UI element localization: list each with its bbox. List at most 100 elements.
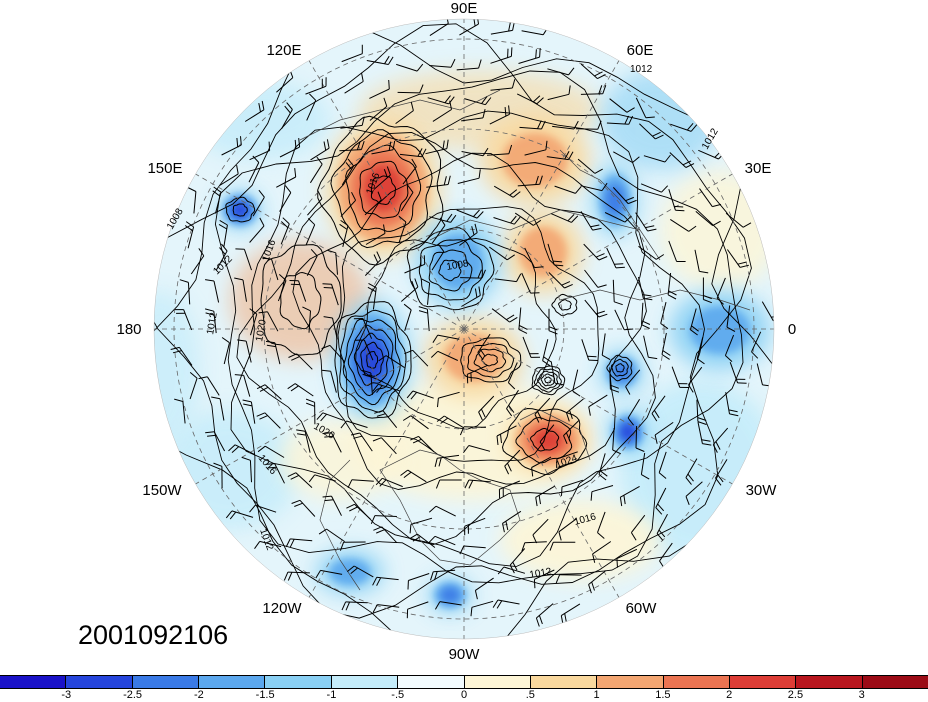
- wind-barb: [584, 269, 607, 288]
- wind-barb: [339, 140, 365, 152]
- wind-barb: [464, 479, 491, 489]
- colorbar-tick-label: 3: [858, 689, 865, 701]
- wind-barb: [606, 247, 625, 269]
- wind-barb: [396, 63, 424, 72]
- wind-barb: [550, 361, 564, 386]
- colorbar-swatch: [596, 676, 663, 688]
- wind-barb: [432, 100, 452, 122]
- wind-barb: [249, 141, 271, 161]
- colorbar-tick-label: -1.5: [255, 689, 275, 701]
- lon-label-150w: 150W: [142, 482, 182, 499]
- wind-barb: [535, 485, 555, 507]
- wind-barb: [493, 215, 521, 225]
- wind-barb: [421, 278, 431, 305]
- colorbar-tick-label: -3: [61, 689, 72, 701]
- wind-barb: [371, 140, 396, 155]
- wind-barb: [372, 437, 397, 455]
- longitude-labels: 90E 120E 60E 150E 30E 180 0 150W 30W 120…: [116, 0, 796, 663]
- wind-barb: [432, 334, 460, 343]
- wind-barb: [490, 79, 516, 91]
- coastline: [429, 209, 641, 241]
- wind-barb: [291, 499, 316, 517]
- wind-barb: [533, 569, 555, 589]
- wind-barb: [702, 277, 712, 304]
- anomaly-center: [329, 558, 371, 586]
- wind-barb: [212, 186, 222, 214]
- isobar: [467, 342, 515, 378]
- colorbar-swatch: [0, 676, 66, 688]
- isobar: [214, 70, 744, 584]
- wind-barb: [302, 306, 311, 333]
- wind-barb: [184, 221, 195, 249]
- wind-barb: [373, 526, 398, 544]
- colorbar-tick-label: -2.5: [123, 689, 143, 701]
- wind-barb: [619, 485, 640, 507]
- wind-barb: [457, 169, 481, 184]
- wind-barb: [219, 165, 239, 186]
- lon-label-30e: 30E: [745, 160, 772, 177]
- coastline: [299, 89, 501, 141]
- wind-barb: [228, 444, 256, 456]
- wind-barb: [751, 331, 762, 359]
- wind-barb: [696, 337, 705, 365]
- wind-barb: [715, 459, 728, 486]
- wind-barb: [398, 215, 407, 243]
- wind-barb: [375, 477, 403, 488]
- wind-barb: [694, 249, 709, 274]
- wind-barb: [213, 462, 223, 489]
- wind-barb: [688, 366, 703, 393]
- meridian-line: [463, 328, 733, 485]
- wind-barb: [695, 211, 721, 227]
- wind-barb: [493, 185, 521, 198]
- wind-barb: [418, 306, 430, 332]
- wind-barb: [279, 138, 301, 158]
- wind-barb: [341, 601, 368, 611]
- coastline: [559, 289, 751, 311]
- wind-barb: [373, 166, 391, 190]
- wind-barb: [437, 391, 460, 408]
- wind-barb: [262, 257, 279, 281]
- wind-barb: [428, 505, 456, 517]
- wind-barb: [254, 540, 282, 549]
- colorbar-tick-label: -2: [193, 689, 204, 701]
- wind-barb: [497, 566, 526, 575]
- wind-barb: [395, 101, 414, 125]
- wind-barb: [204, 308, 217, 334]
- wind-barb: [492, 599, 520, 609]
- wind-barb: [478, 395, 495, 421]
- wind-barb: [729, 362, 747, 384]
- anomaly-center: [232, 203, 248, 217]
- wind-barb: [522, 336, 541, 358]
- wind-barb: [249, 504, 277, 513]
- wind-barb: [436, 415, 464, 428]
- wind-barb: [712, 427, 729, 453]
- wind-barb: [514, 212, 542, 226]
- wind-barb: [504, 449, 521, 475]
- wind-barb: [456, 59, 482, 71]
- wind-barb: [346, 565, 374, 578]
- wind-barb: [614, 309, 634, 331]
- isobar: [154, 27, 774, 639]
- wind-barb: [305, 77, 327, 95]
- wind-barb: [643, 154, 671, 163]
- colorbar-tick-label: .5: [525, 689, 535, 701]
- wind-barb: [347, 479, 374, 489]
- wind-barb: [518, 48, 541, 64]
- wind-barb: [174, 398, 186, 424]
- wind-barb: [362, 369, 373, 395]
- wind-barb: [244, 100, 265, 122]
- wind-barb: [462, 445, 491, 454]
- wind-barb: [350, 432, 373, 452]
- wind-barb: [235, 248, 252, 271]
- wind-barb: [205, 279, 220, 303]
- wind-barb: [461, 286, 481, 307]
- wind-barb: [558, 518, 577, 541]
- wind-barb: [341, 158, 355, 186]
- wind-barb: [215, 243, 228, 271]
- wind-barb: [218, 219, 228, 247]
- wind-barb: [341, 44, 363, 63]
- wind-barb: [660, 301, 669, 330]
- wind-barb: [539, 424, 555, 450]
- wind-barb: [604, 212, 632, 223]
- wind-barb: [724, 334, 735, 362]
